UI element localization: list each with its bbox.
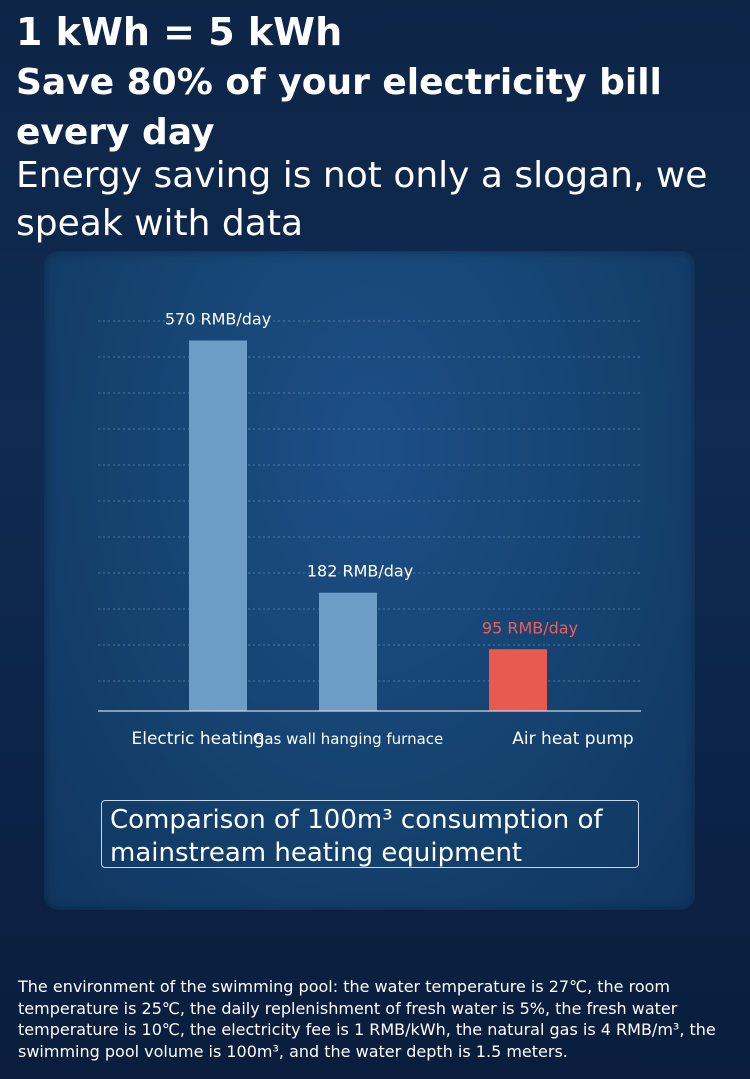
bar-value-label: 95 RMB/day xyxy=(482,618,578,637)
category-label: Electric heating xyxy=(131,729,264,749)
bar xyxy=(319,592,377,711)
headline-savings: Save 80% of your electricity bill every … xyxy=(16,62,662,153)
chart-caption: Comparison of 100m³ consumption of mains… xyxy=(101,800,639,868)
category-label: Gas wall hanging furnace xyxy=(253,730,444,748)
bar xyxy=(189,340,247,711)
category-label: Air heat pump xyxy=(512,729,633,749)
headline-slogan: Energy saving is not only a slogan, we s… xyxy=(16,155,708,244)
chart-panel: 570 RMB/day Electric heating 182 RMB/day Ga… xyxy=(44,251,695,910)
footnote: The environment of the swimming pool: th… xyxy=(18,977,716,1061)
headline-equation: 1 kWh = 5 kWh xyxy=(16,10,343,54)
bar-value-label: 570 RMB/day xyxy=(165,310,271,329)
bar-value-label: 182 RMB/day xyxy=(307,562,413,581)
bar xyxy=(489,649,547,711)
bar-chart: 570 RMB/day Electric heating 182 RMB/day Ga… xyxy=(98,310,641,749)
